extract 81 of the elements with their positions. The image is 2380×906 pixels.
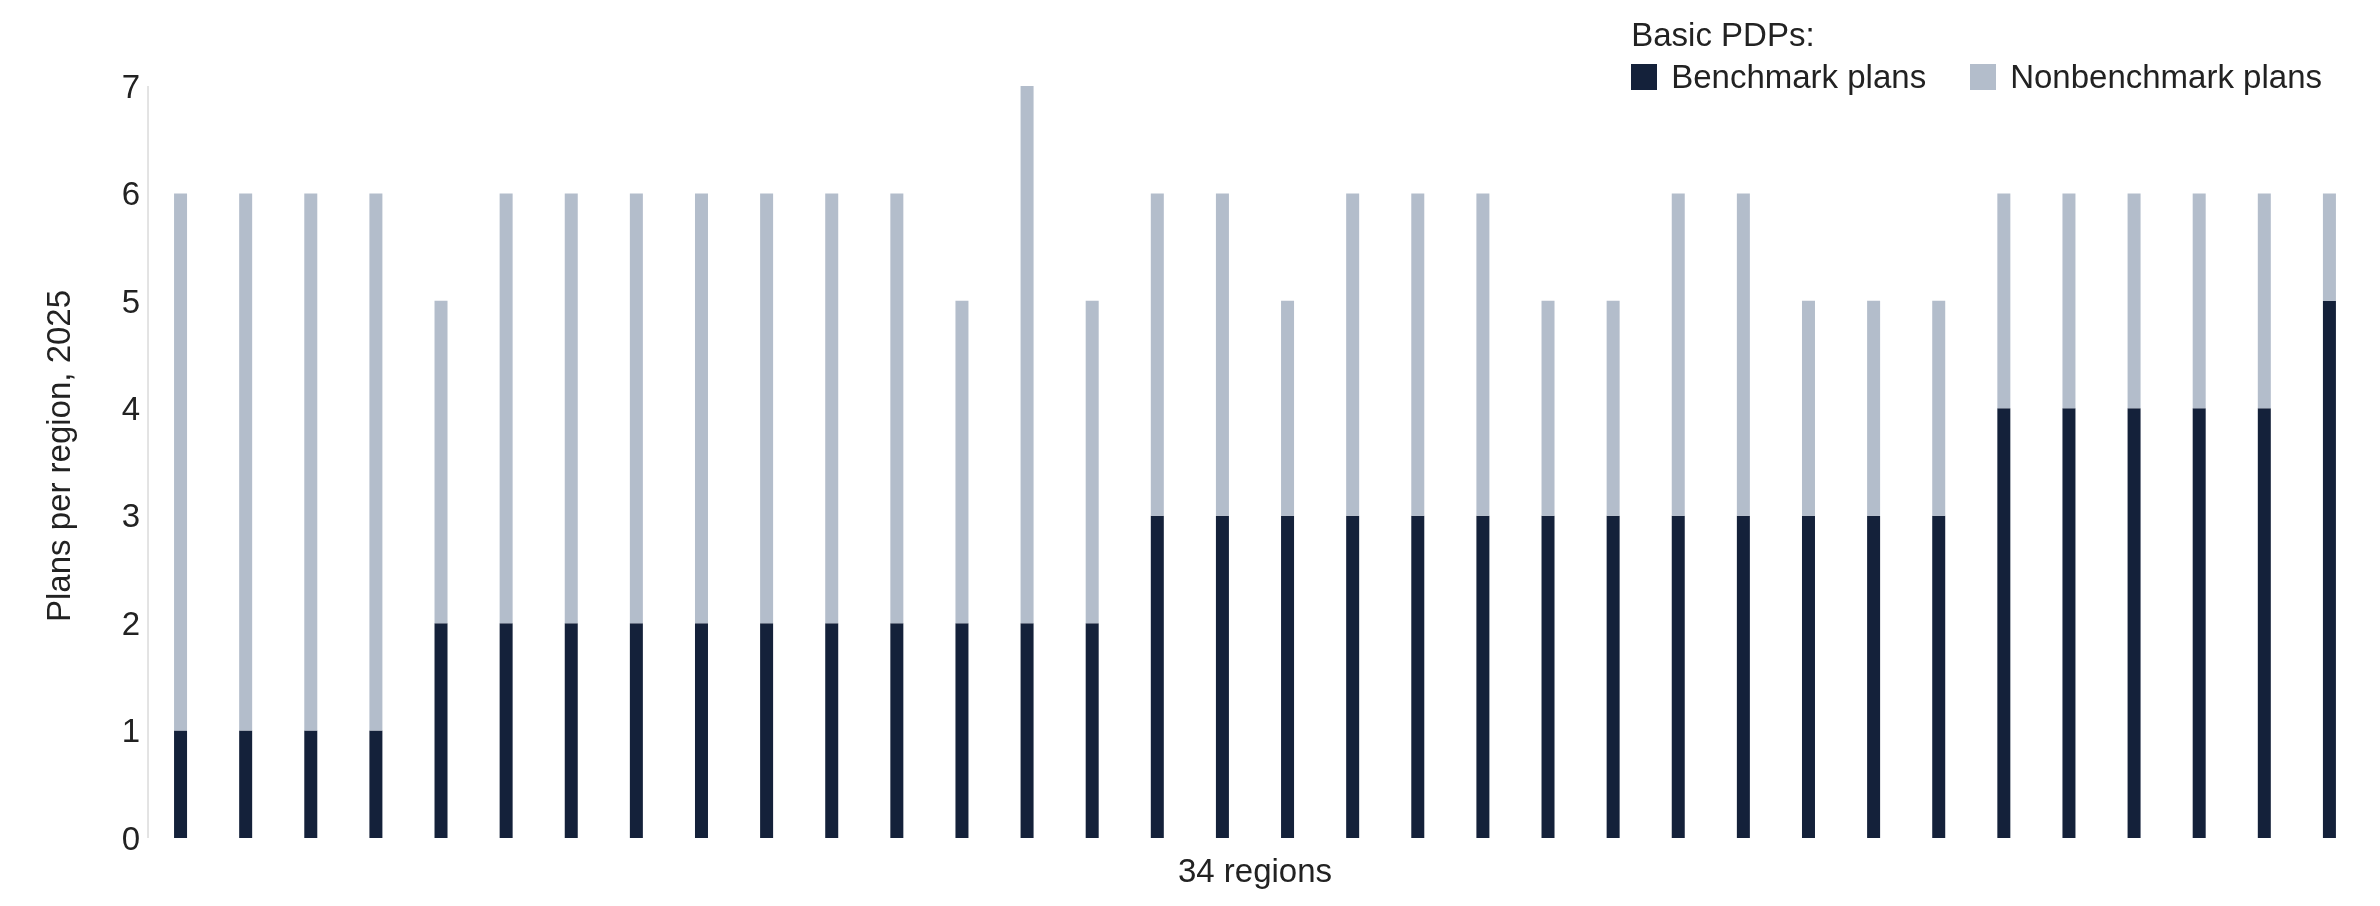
bar [629, 623, 643, 838]
bar [1150, 193, 1164, 516]
bar [1932, 515, 1946, 838]
bar [2257, 193, 2271, 409]
x-axis-title: 34 regions [1177, 852, 1333, 889]
bar [499, 623, 513, 838]
y-tick-label: 2 [121, 604, 140, 642]
bar [2192, 193, 2206, 409]
bar [694, 623, 708, 838]
bar [1606, 515, 1620, 838]
bar [760, 193, 774, 624]
bar [499, 193, 513, 624]
bar [239, 730, 253, 838]
bar [1346, 515, 1360, 838]
bar [1150, 515, 1164, 838]
bar [2322, 193, 2336, 301]
bar [1281, 300, 1295, 516]
y-tick-label: 7 [121, 67, 140, 105]
bar [2322, 300, 2336, 838]
legend-title: Basic PDPs: [1631, 16, 1816, 54]
bar [629, 193, 643, 624]
bar [369, 730, 383, 838]
bar [1085, 623, 1099, 838]
bar [2127, 193, 2141, 409]
bar [955, 300, 969, 624]
bar [1606, 300, 1620, 516]
bar [1997, 408, 2011, 838]
bar [1671, 193, 1685, 516]
y-axis-title: Plans per region, 2025 [39, 289, 77, 622]
bar [2062, 408, 2076, 838]
bar [1801, 300, 1815, 516]
bar [564, 623, 578, 838]
y-tick-label: 5 [121, 282, 140, 320]
legend-label: Nonbenchmark plans [2010, 58, 2322, 96]
bar [1476, 193, 1490, 516]
bar [1541, 300, 1555, 516]
bar [174, 730, 188, 838]
bar [1867, 300, 1881, 516]
bar [1671, 515, 1685, 838]
bar [1801, 515, 1815, 838]
bar [2062, 193, 2076, 409]
bar [1932, 300, 1946, 516]
bar [369, 193, 383, 731]
bar [1346, 193, 1360, 516]
bar [694, 193, 708, 624]
bar [434, 300, 448, 624]
bar [2127, 408, 2141, 838]
bar [564, 193, 578, 624]
bar [1736, 515, 1750, 838]
bar [825, 193, 839, 624]
bar [1215, 515, 1229, 838]
y-tick-label: 6 [121, 175, 140, 213]
bar [174, 193, 188, 731]
bar [1997, 193, 2011, 409]
bar [1541, 515, 1555, 838]
bar [1085, 300, 1099, 624]
y-tick-label: 0 [121, 819, 140, 857]
bar [2192, 408, 2206, 838]
bar [825, 623, 839, 838]
bar [1411, 515, 1425, 838]
bar [1020, 86, 1034, 624]
bar [1476, 515, 1490, 838]
bar [1411, 193, 1425, 516]
bar [304, 193, 318, 731]
legend-label: Benchmark plans [1671, 58, 1927, 96]
bar [890, 193, 904, 624]
y-tick-label: 3 [121, 497, 140, 535]
y-tick-label: 4 [121, 390, 140, 427]
bar [1215, 193, 1229, 516]
bar [760, 623, 774, 838]
bar [1281, 515, 1295, 838]
bar [239, 193, 253, 731]
bar [2257, 408, 2271, 838]
bar [1867, 515, 1881, 838]
bar [955, 623, 969, 838]
y-tick-label: 1 [121, 712, 140, 750]
bar [1736, 193, 1750, 516]
bar [890, 623, 904, 838]
bar [1020, 623, 1034, 838]
bar [304, 730, 318, 838]
bar [434, 623, 448, 838]
